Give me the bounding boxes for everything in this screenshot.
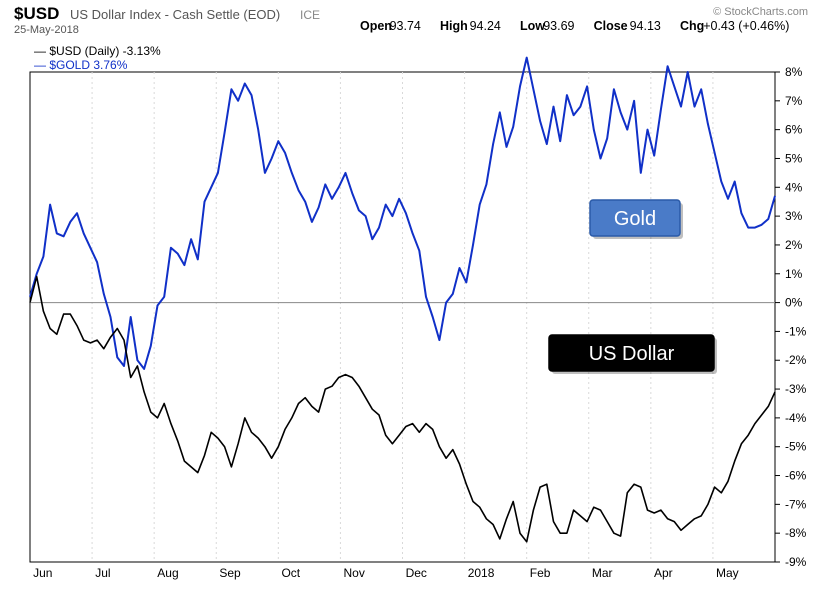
y-tick-label: -4% bbox=[785, 411, 807, 425]
quote-field: 93.69 bbox=[543, 19, 574, 33]
quote-field: High bbox=[440, 19, 468, 33]
y-tick-label: -3% bbox=[785, 382, 807, 396]
quote-field: 93.74 bbox=[390, 19, 421, 33]
symbol: $USD bbox=[14, 4, 59, 24]
y-tick-label: -7% bbox=[785, 497, 807, 511]
legend-usd: — $USD (Daily) -3.13% bbox=[34, 44, 161, 58]
quote-field: Low bbox=[520, 19, 545, 33]
y-tick-label: 0% bbox=[785, 296, 803, 310]
quote-field: Close bbox=[594, 19, 628, 33]
y-tick-label: 7% bbox=[785, 94, 803, 108]
x-tick-label: Dec bbox=[406, 566, 427, 580]
quote-field: 94.13 bbox=[630, 19, 661, 33]
x-tick-label: Apr bbox=[654, 566, 673, 580]
x-tick-label: Jul bbox=[95, 566, 110, 580]
x-tick-label: Mar bbox=[592, 566, 613, 580]
y-tick-label: -1% bbox=[785, 324, 807, 338]
badge-dollar-label: US Dollar bbox=[589, 343, 675, 365]
x-tick-label: Sep bbox=[219, 566, 241, 580]
y-tick-label: 1% bbox=[785, 267, 803, 281]
quote-field: +0.43 (+0.46%) bbox=[703, 19, 789, 33]
exchange: ICE bbox=[300, 8, 320, 22]
credit: © StockCharts.com bbox=[713, 6, 808, 18]
y-tick-label: 5% bbox=[785, 151, 803, 165]
legend-gold: — $GOLD 3.76% bbox=[34, 58, 127, 72]
quote-field: Chg bbox=[680, 19, 704, 33]
y-tick-label: 4% bbox=[785, 180, 803, 194]
y-tick-label: 2% bbox=[785, 238, 803, 252]
symbol-desc: US Dollar Index - Cash Settle (EOD) bbox=[70, 7, 280, 22]
y-tick-label: 8% bbox=[785, 65, 803, 79]
y-tick-label: -9% bbox=[785, 555, 807, 569]
y-tick-label: -2% bbox=[785, 353, 807, 367]
y-tick-label: 3% bbox=[785, 209, 803, 223]
y-tick-label: 6% bbox=[785, 123, 803, 137]
x-tick-label: Nov bbox=[344, 566, 365, 580]
x-tick-label: Feb bbox=[530, 566, 551, 580]
date: 25-May-2018 bbox=[14, 24, 79, 36]
x-tick-label: May bbox=[716, 566, 739, 580]
x-tick-label: Oct bbox=[281, 566, 300, 580]
quote-field: 94.24 bbox=[470, 19, 501, 33]
y-tick-label: -5% bbox=[785, 440, 807, 454]
badge-gold-label: Gold bbox=[614, 208, 656, 230]
quote-field: Open bbox=[360, 19, 392, 33]
chart-root: Jun Jul Aug Sep Oct Nov Dec 2018 Feb Mar Apr May -9%… bbox=[0, 0, 822, 585]
x-tick-label: Aug bbox=[157, 566, 178, 580]
y-tick-label: -6% bbox=[785, 469, 807, 483]
y-tick-label: -8% bbox=[785, 526, 807, 540]
x-tick-label: Jun bbox=[33, 566, 52, 580]
x-tick-label: 2018 bbox=[468, 566, 495, 580]
